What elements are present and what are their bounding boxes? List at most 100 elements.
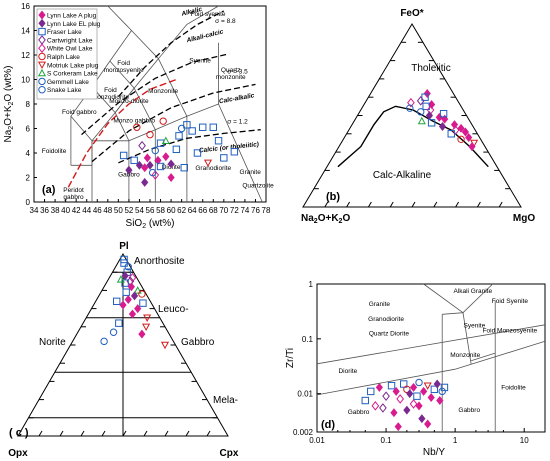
panel-a-x-tick-label: 68 bbox=[209, 206, 218, 215]
panel-a-series-label: Calc-alkalic bbox=[219, 92, 256, 105]
panel-c-label: ( c ) bbox=[9, 427, 29, 439]
panel-c-point bbox=[160, 341, 170, 350]
panel-d-point bbox=[361, 396, 369, 405]
panel-a-y-tick-label: 10 bbox=[21, 76, 30, 85]
panel-a-y-tick-label: 12 bbox=[21, 51, 30, 60]
panel-d-point bbox=[406, 389, 414, 399]
panel-a-field-label: monzodiorite bbox=[92, 94, 130, 101]
panel-a-y-tick-label: 0 bbox=[26, 198, 31, 207]
panel-a-y-tick-label: 2 bbox=[26, 174, 31, 183]
panel-c: Pl Opx Cpx Anorthosite Leuco- Norite Gab… bbox=[8, 241, 239, 459]
panel-b-points bbox=[406, 89, 479, 152]
panel-a-x-tick-label: 48 bbox=[103, 206, 112, 215]
panel-b-triangle bbox=[302, 23, 522, 208]
panel-a-point bbox=[141, 163, 149, 173]
panel-d-y-tick-label: 0.002 bbox=[293, 428, 314, 437]
panel-a-alkaline-divide bbox=[67, 78, 177, 188]
panel-d-field-boundary bbox=[462, 283, 493, 313]
panel-c-tick bbox=[206, 430, 211, 437]
panel-d-frame bbox=[316, 283, 546, 433]
panel-d-point bbox=[379, 403, 387, 413]
panel-a: 34 36 38 40 42 44 46 48 50 52 54 56 58 60 62 64 66 68 70 72… bbox=[3, 2, 274, 230]
panel-d-field-label: Gabbro bbox=[348, 409, 370, 416]
panel-d-point bbox=[394, 422, 402, 432]
panel-a-field-boundary bbox=[70, 5, 219, 166]
panel-a-field-label: Quartzolite bbox=[242, 182, 274, 189]
panel-d-point bbox=[440, 383, 449, 392]
panel-a-x-tick-label: 62 bbox=[177, 206, 186, 215]
legend-entry-label: Motriuk Lake plug bbox=[47, 62, 99, 69]
panel-a-field-label: Gabbro bbox=[118, 171, 140, 178]
panel-a-field-boundary bbox=[70, 140, 93, 166]
panel-d-x-tick-label: 0.01 bbox=[309, 436, 325, 445]
panel-a-point bbox=[188, 127, 196, 135]
panel-d-point bbox=[409, 382, 418, 392]
panel-a-point bbox=[162, 152, 170, 162]
panel-c-point bbox=[119, 300, 127, 310]
panel-b-point bbox=[417, 108, 425, 116]
panel-b-field-tholeiitic: Tholeiitic bbox=[411, 63, 450, 74]
panel-a-series-label: Calcic (or tholeiitic) bbox=[199, 141, 260, 154]
panel-b: FeO* Na2O+K2O MgO Tholeiitic Calc-Alkali… bbox=[301, 8, 535, 225]
panel-a-field-boundary bbox=[107, 5, 132, 31]
panel-a-point bbox=[175, 132, 183, 140]
panel-c-point bbox=[109, 328, 118, 336]
panel-a-field-label: Monzonite bbox=[148, 88, 178, 95]
panel-d-x-tick-label: 10 bbox=[520, 436, 529, 445]
panel-b-point bbox=[468, 142, 476, 152]
panel-c-triangle bbox=[17, 252, 229, 437]
panel-a-x-tick-label: 42 bbox=[72, 206, 81, 215]
panel-b-point bbox=[457, 135, 465, 143]
legend-entry-label: S Corkeram Lake bbox=[47, 71, 98, 78]
panel-a-y-tick-label: 16 bbox=[21, 2, 30, 11]
panel-d-label: (d) bbox=[321, 419, 335, 431]
panel-a-field-boundaries bbox=[70, 5, 263, 203]
panel-b-point bbox=[416, 96, 425, 106]
panel-d-point bbox=[403, 385, 411, 394]
panel-a-point bbox=[119, 151, 128, 160]
panel-a-y-tick-label: 14 bbox=[21, 27, 30, 36]
legend-marker bbox=[38, 86, 46, 94]
panel-d-field-labels: Granite Granodiorite Quartz Diorite Alkali … bbox=[338, 288, 537, 416]
panel-a-y-tick-label: 8 bbox=[26, 100, 31, 109]
panel-d-point bbox=[430, 385, 439, 394]
panel-a-x-tick-label: 66 bbox=[198, 206, 207, 215]
panel-a-sigma-label: σ = 1.2 bbox=[227, 119, 248, 126]
panel-b-point bbox=[438, 121, 447, 131]
panel-a-series-curve bbox=[91, 83, 256, 163]
panel-a-field-label: Granodiorite bbox=[195, 165, 231, 172]
panel-d-field-label: Syenite bbox=[464, 323, 486, 330]
panel-a-x-tick-label: 38 bbox=[51, 206, 60, 215]
legend-entry-label: Fraser Lake bbox=[47, 29, 82, 36]
panel-a-field-label: Foid gabbro bbox=[62, 109, 97, 116]
panel-a-point bbox=[193, 149, 202, 157]
legend-entry-label: Lynn Lake A plug bbox=[47, 13, 97, 20]
legend-marker bbox=[38, 52, 46, 61]
panel-d-point bbox=[433, 379, 441, 389]
panel-a-x-tick-label: 60 bbox=[167, 206, 176, 215]
panel-d-point bbox=[420, 386, 428, 396]
panel-b-point bbox=[447, 130, 455, 138]
panel-b-point bbox=[427, 119, 436, 127]
legend-entry-label: White Owl Lake bbox=[47, 46, 93, 53]
panel-a-point bbox=[183, 121, 191, 129]
panel-b-point bbox=[421, 93, 429, 101]
panel-b-tick bbox=[476, 201, 481, 208]
panel-c-points bbox=[100, 255, 170, 350]
legend-marker bbox=[37, 61, 47, 70]
panel-a-field-boundary bbox=[114, 87, 135, 113]
panel-d-point bbox=[367, 387, 375, 396]
panel-a-point bbox=[167, 173, 175, 182]
panel-a-x-tick-label: 34 bbox=[30, 206, 39, 215]
panel-d-field-boundary bbox=[470, 352, 496, 362]
panel-a-field-label: Syenite bbox=[189, 57, 211, 64]
panel-d-point bbox=[390, 408, 398, 418]
panel-c-point bbox=[120, 259, 128, 267]
panel-c-tick bbox=[59, 430, 64, 437]
panel-c-point bbox=[100, 337, 108, 346]
panel-a-point bbox=[141, 177, 149, 187]
panel-b-tick bbox=[498, 201, 503, 208]
